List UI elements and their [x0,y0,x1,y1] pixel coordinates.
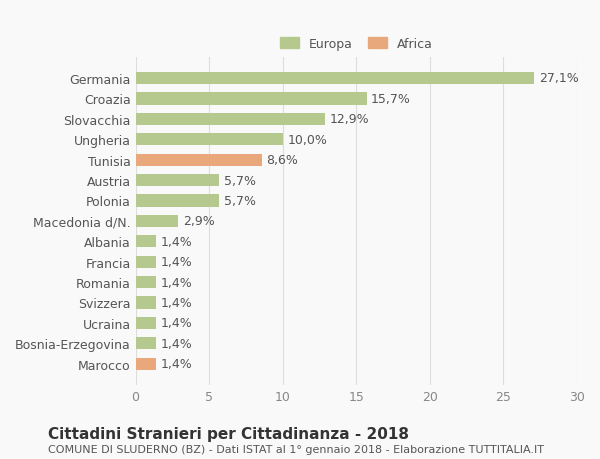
Bar [136,195,220,207]
Text: 15,7%: 15,7% [371,93,411,106]
Text: 1,4%: 1,4% [161,337,193,350]
Legend: Europa, Africa: Europa, Africa [274,31,439,57]
Bar [136,215,178,228]
Text: 1,4%: 1,4% [161,256,193,269]
Bar [136,297,156,309]
Text: 1,4%: 1,4% [161,317,193,330]
Text: 5,7%: 5,7% [224,174,256,187]
Bar [136,358,156,370]
Text: 5,7%: 5,7% [224,195,256,207]
Bar [136,73,535,85]
Bar [136,174,220,187]
Text: 1,4%: 1,4% [161,276,193,289]
Bar [136,256,156,268]
Text: 27,1%: 27,1% [539,73,578,85]
Text: 10,0%: 10,0% [287,134,327,146]
Bar [136,276,156,289]
Bar [136,235,156,248]
Text: 1,4%: 1,4% [161,235,193,248]
Text: 12,9%: 12,9% [330,113,370,126]
Bar [136,337,156,350]
Text: 2,9%: 2,9% [182,215,214,228]
Bar [136,154,262,167]
Text: Cittadini Stranieri per Cittadinanza - 2018: Cittadini Stranieri per Cittadinanza - 2… [48,425,409,441]
Bar [136,93,367,105]
Bar [136,113,325,126]
Text: 1,4%: 1,4% [161,297,193,309]
Text: COMUNE DI SLUDERNO (BZ) - Dati ISTAT al 1° gennaio 2018 - Elaborazione TUTTITALI: COMUNE DI SLUDERNO (BZ) - Dati ISTAT al … [48,444,544,454]
Text: 1,4%: 1,4% [161,358,193,370]
Text: 8,6%: 8,6% [266,154,298,167]
Bar [136,134,283,146]
Bar [136,317,156,329]
